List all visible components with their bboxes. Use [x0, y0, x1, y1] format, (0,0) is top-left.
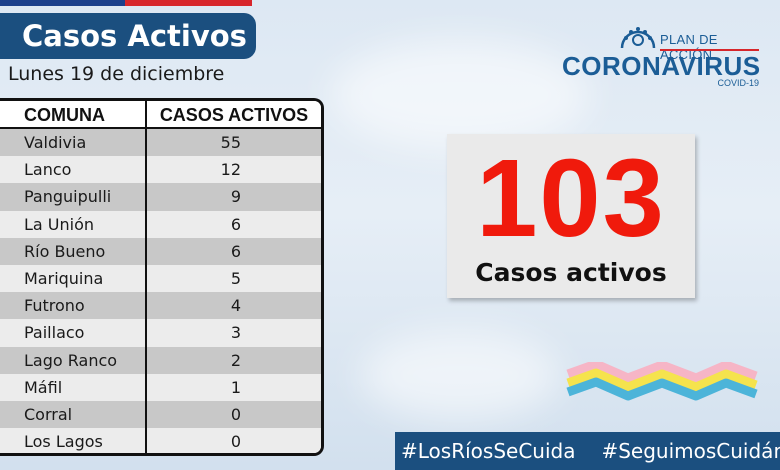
logo-name: CORONAVIRUS — [562, 51, 761, 81]
hashtag-los-rios: #LosRíosSeCuida — [401, 439, 576, 463]
casos-cell: 12 — [220, 160, 241, 180]
casos-cell: 55 — [220, 133, 241, 152]
background-cloud — [330, 40, 590, 150]
casos-cell: 5 — [230, 268, 241, 288]
logo-underline — [660, 49, 759, 51]
casos-cell: 0 — [230, 432, 241, 452]
comuna-cell: Lanco — [0, 156, 147, 184]
table-row: Río Bueno 6 — [0, 237, 321, 265]
casos-cell: 6 — [230, 214, 241, 234]
casos-cell: 6 — [230, 241, 241, 261]
total-cases-box: 103 Casos activos — [447, 134, 695, 298]
hashtag-seguimos: #SeguimosCuidándonos — [601, 439, 780, 463]
comuna-cell: Valdivia — [0, 129, 147, 157]
casos-cell: 2 — [230, 350, 241, 370]
comuna-cell: Panguipulli — [0, 183, 147, 211]
table-row: Lanco 12 — [0, 156, 321, 184]
table-header: COMUNA CASOS ACTIVOS — [0, 101, 321, 129]
table-row: Máfil 1 — [0, 373, 321, 401]
table-row: Corral 0 — [0, 400, 321, 429]
total-cases-label: Casos activos — [475, 258, 667, 287]
casos-cell: 4 — [230, 296, 241, 316]
casos-cell: 9 — [230, 187, 241, 207]
column-header-comuna: COMUNA — [0, 101, 147, 127]
page-title: Casos Activos — [0, 13, 256, 59]
table-row: Mariquina 5 — [0, 264, 321, 293]
virus-crown-icon — [620, 27, 656, 49]
table-row: Lago Ranco 2 — [0, 346, 321, 374]
comuna-cell: Mariquina — [0, 264, 147, 293]
table-body: Valdivia 55 Lanco 12 Panguipulli 9 La Unión… — [0, 129, 321, 453]
table-row: La Unión 6 — [0, 210, 321, 238]
table-row: Paillaco 3 — [0, 319, 321, 347]
comuna-cell: La Unión — [0, 210, 147, 238]
flag-stripe — [0, 0, 252, 6]
table-row: Panguipulli 9 — [0, 183, 321, 211]
comuna-cell: Paillaco — [0, 319, 147, 347]
table-row: Los Lagos 0 — [0, 428, 321, 453]
hashtag-bar: #LosRíosSeCuida #SeguimosCuidándonos — [395, 432, 780, 470]
casos-cell: 1 — [230, 377, 241, 397]
column-header-casos: CASOS ACTIVOS — [159, 105, 309, 125]
total-cases-number: 103 — [476, 137, 666, 260]
table-row: Futrono 4 — [0, 292, 321, 320]
table-row: Valdivia 55 — [0, 129, 321, 157]
comuna-cell: Corral — [0, 400, 147, 429]
comuna-cell: Lago Ranco — [0, 346, 147, 374]
rainbow-wave-icon — [566, 362, 758, 401]
logo-sub: COVID-19 — [717, 78, 759, 88]
comuna-cell: Los Lagos — [0, 428, 147, 453]
background-cloud — [360, 330, 560, 420]
cases-table: COMUNA CASOS ACTIVOS Valdivia 55 Lanco 12 … — [0, 98, 324, 456]
coronavirus-logo: PLAN DE ACCIÓN CORONAVIRUS COVID-19 — [562, 26, 762, 90]
comuna-cell: Río Bueno — [0, 237, 147, 265]
comuna-cell: Futrono — [0, 292, 147, 320]
casos-cell: 3 — [230, 323, 241, 343]
casos-cell: 0 — [230, 404, 241, 424]
comuna-cell: Máfil — [0, 373, 147, 401]
date-label: Lunes 19 de diciembre — [8, 63, 225, 85]
